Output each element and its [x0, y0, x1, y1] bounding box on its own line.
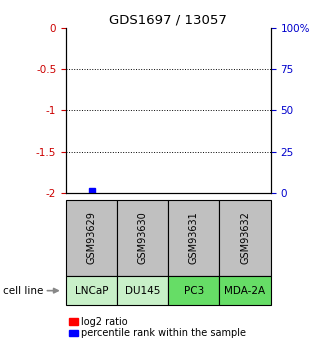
Text: GSM93629: GSM93629	[86, 211, 97, 265]
Text: DU145: DU145	[125, 286, 160, 296]
Text: GSM93631: GSM93631	[189, 212, 199, 264]
Text: GSM93632: GSM93632	[240, 211, 250, 265]
Text: log2 ratio: log2 ratio	[81, 317, 127, 326]
Text: MDA-2A: MDA-2A	[224, 286, 266, 296]
Text: LNCaP: LNCaP	[75, 286, 108, 296]
Text: cell line: cell line	[3, 286, 44, 296]
Text: percentile rank within the sample: percentile rank within the sample	[81, 328, 246, 338]
Title: GDS1697 / 13057: GDS1697 / 13057	[109, 13, 227, 27]
Text: PC3: PC3	[184, 286, 204, 296]
Text: GSM93630: GSM93630	[138, 212, 148, 264]
